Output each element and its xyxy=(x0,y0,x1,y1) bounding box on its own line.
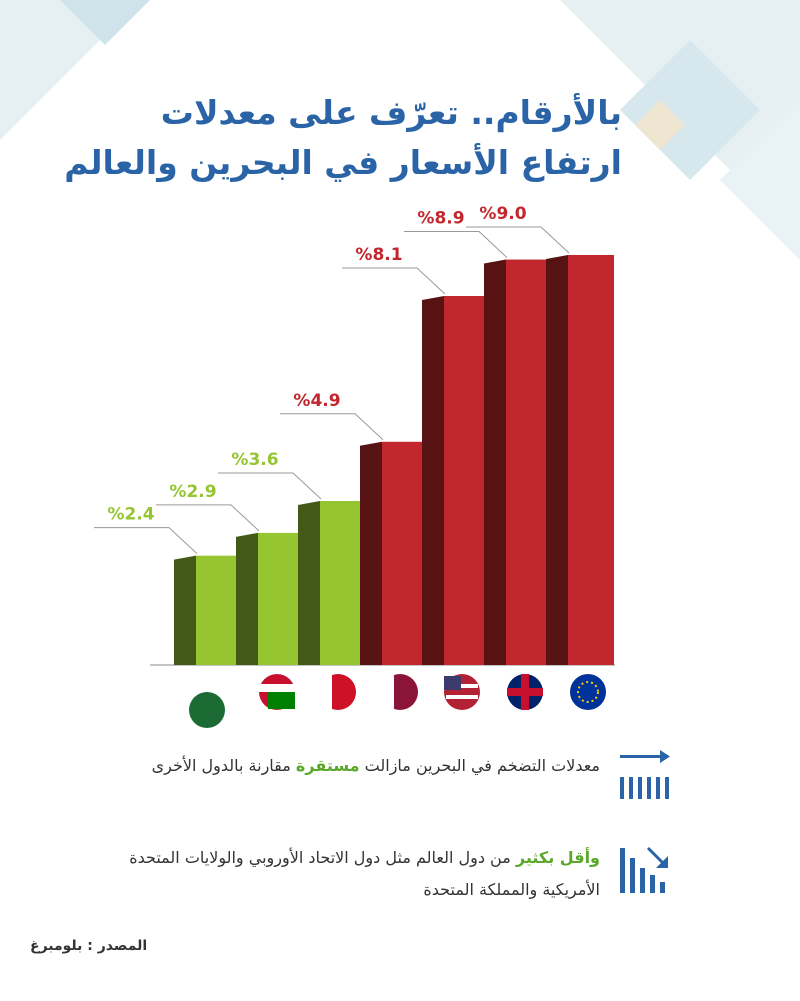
flag xyxy=(189,692,225,728)
flag-stripe xyxy=(320,674,332,710)
icon-stable xyxy=(620,750,670,799)
icon-lower xyxy=(620,846,668,893)
bar xyxy=(444,296,490,665)
bar-side xyxy=(422,296,444,665)
bar-side xyxy=(236,532,258,665)
flag-stripe xyxy=(382,674,394,710)
decoration xyxy=(60,0,150,45)
flag-stripe xyxy=(446,684,478,688)
flag-canton xyxy=(444,676,461,690)
note-text: معدلات التضخم في البحرين مازالت xyxy=(364,756,600,775)
value-label: %8.1 xyxy=(355,245,402,265)
flag-stripe xyxy=(507,688,543,696)
note: معدلات التضخم في البحرين مازالت مستقرة م… xyxy=(80,750,600,782)
title: بالأرقام.. تعرّف على معدلات ارتفاع الأسع… xyxy=(62,88,622,188)
bar xyxy=(320,501,366,665)
leader-line xyxy=(156,504,260,532)
leader-line xyxy=(218,472,322,500)
value-label: %4.9 xyxy=(293,391,340,411)
bar-side xyxy=(484,259,506,665)
decoration xyxy=(635,100,685,150)
bar xyxy=(258,532,304,665)
decoration xyxy=(720,100,800,260)
leader-line xyxy=(342,267,446,295)
leader-line xyxy=(404,231,508,258)
value-label: %2.4 xyxy=(107,505,154,525)
note-text: مقارنة بالدول الأخرى xyxy=(151,756,291,775)
flag-stars xyxy=(577,681,599,703)
flag-stripe xyxy=(268,692,295,709)
bar-side xyxy=(546,255,568,665)
flag xyxy=(570,674,606,710)
flag-stripe xyxy=(259,684,295,692)
bar-side xyxy=(174,555,196,665)
title-line: ارتفاع الأسعار في البحرين والعالم xyxy=(64,143,622,182)
note: وأقل بكثير من دول العالم مثل دول الاتحاد… xyxy=(80,842,600,906)
note-highlight: مستقرة xyxy=(295,756,360,775)
title-line: بالأرقام.. تعرّف على معدلات xyxy=(160,93,622,132)
value-label: %9.0 xyxy=(479,204,526,224)
bar-side xyxy=(298,501,320,665)
value-label: %8.9 xyxy=(417,209,464,229)
note-text: من دول العالم مثل دول الاتحاد الأوروبي و… xyxy=(129,848,600,899)
leader-line xyxy=(94,527,198,555)
bar xyxy=(382,441,428,665)
bar-side xyxy=(360,441,382,665)
value-label: %3.6 xyxy=(231,450,278,470)
leader-line xyxy=(466,226,570,254)
bar xyxy=(568,255,614,665)
flags xyxy=(189,674,606,728)
leader-line xyxy=(280,413,384,441)
source: المصدر : بلومبرغ xyxy=(30,938,148,954)
flag-stripe xyxy=(446,695,478,699)
value-label: %2.9 xyxy=(169,482,216,502)
bar xyxy=(506,259,552,665)
bar xyxy=(196,555,242,665)
note-highlight: وأقل بكثير xyxy=(515,848,600,867)
